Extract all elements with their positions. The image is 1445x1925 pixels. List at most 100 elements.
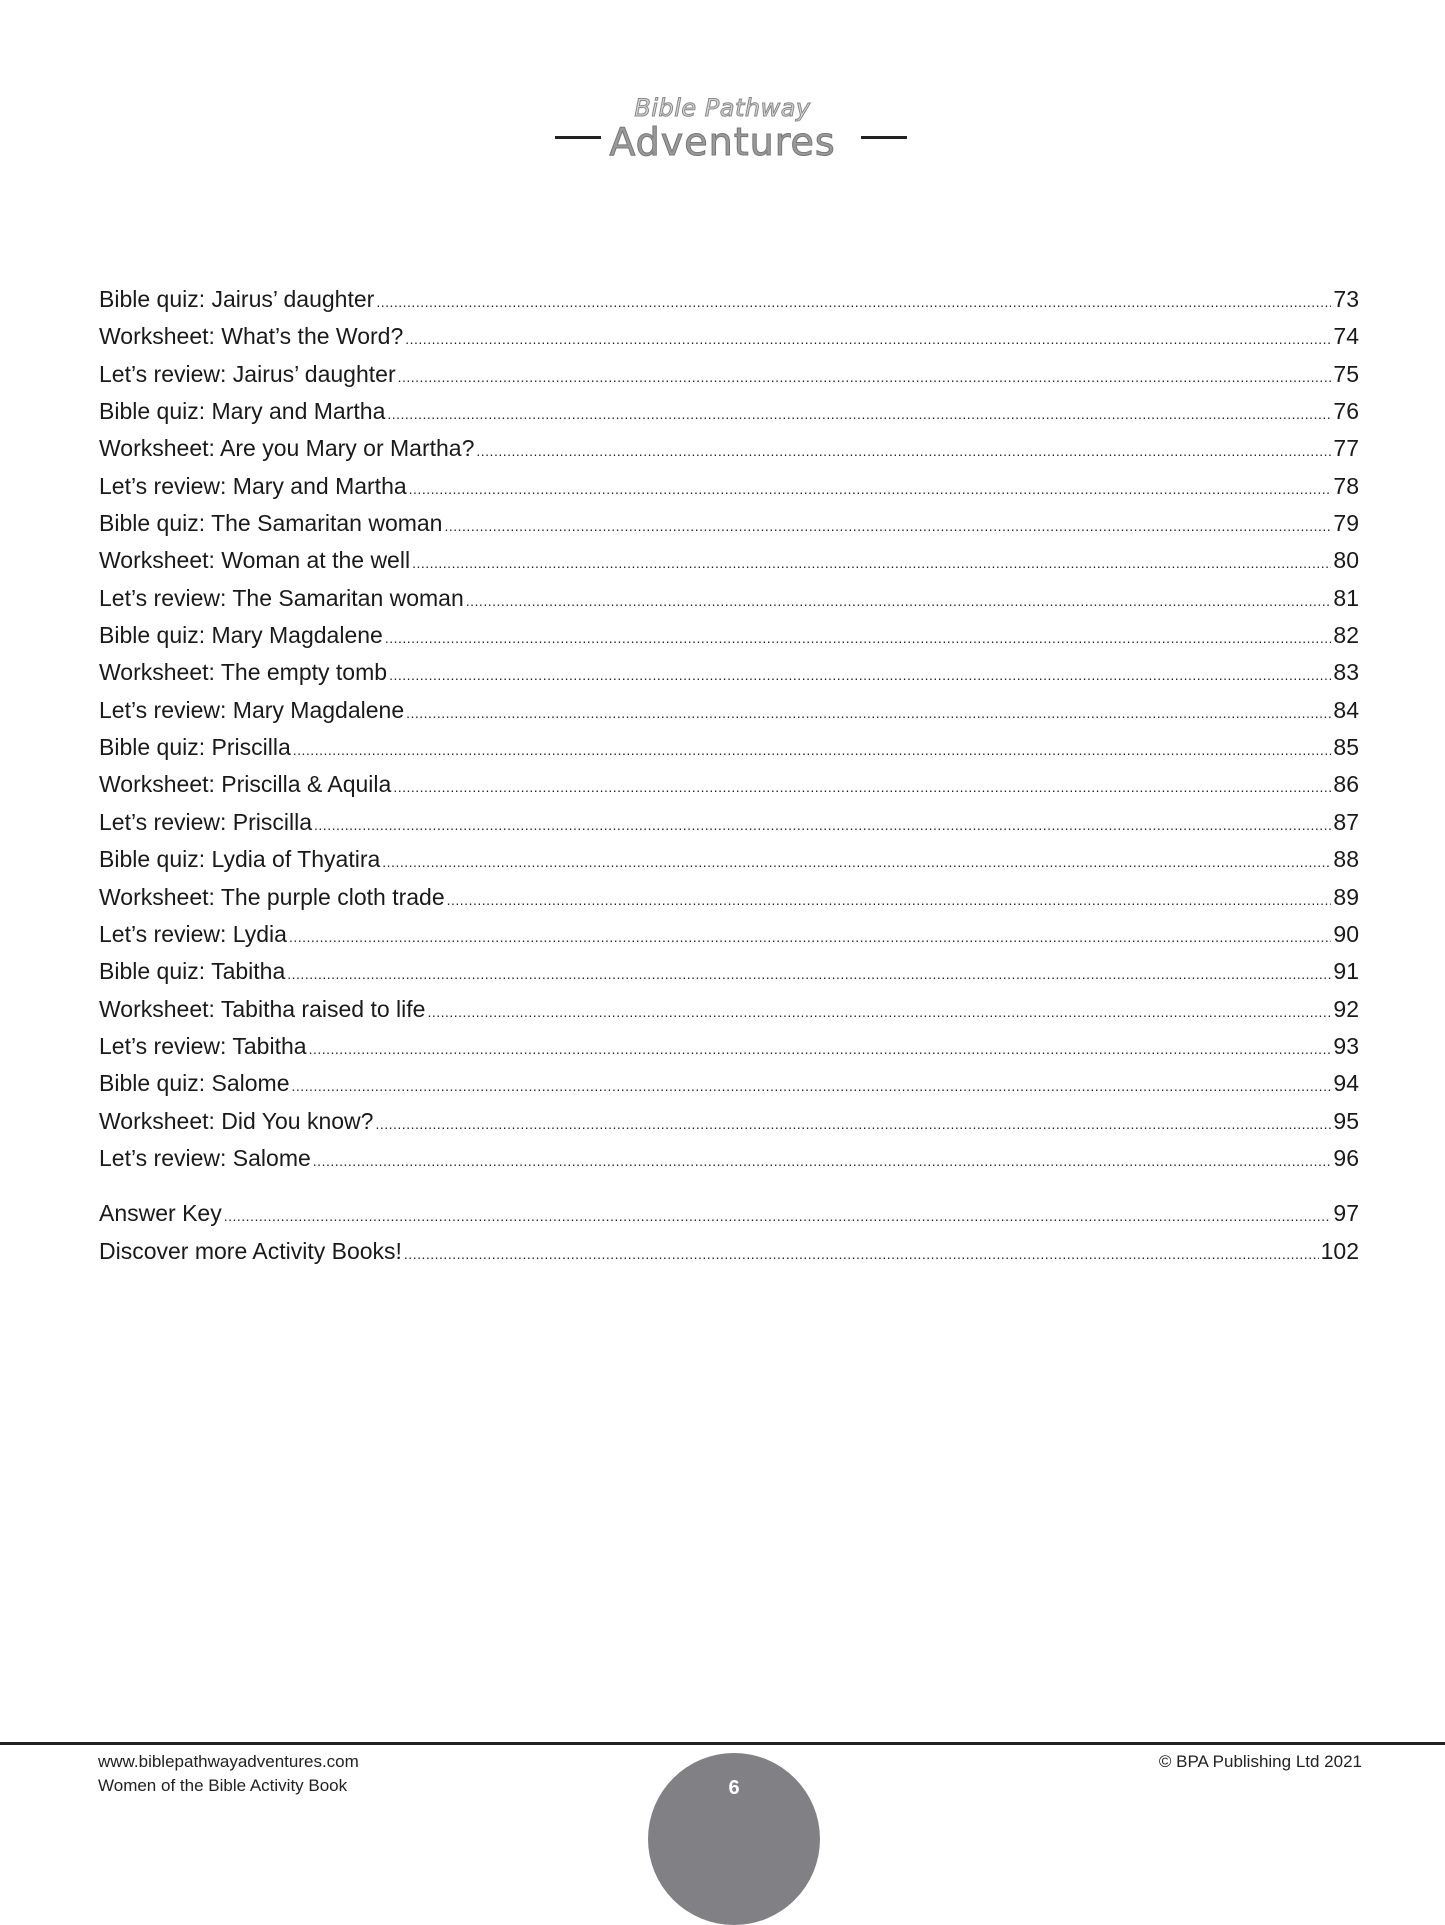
dot-leader bbox=[289, 919, 1331, 956]
dot-leader bbox=[409, 471, 1332, 508]
toc-entry-title: Worksheet: Priscilla & Aquila bbox=[99, 771, 392, 798]
toc-entry[interactable]: Worksheet: Priscilla & Aquila 86 bbox=[99, 766, 1359, 803]
dot-leader bbox=[444, 508, 1331, 545]
dot-leader bbox=[476, 433, 1331, 470]
toc-entry-title: Worksheet: Woman at the well bbox=[99, 547, 411, 574]
dot-leader bbox=[447, 882, 1332, 919]
toc-entry[interactable]: Let’s review: Salome 96 bbox=[99, 1140, 1359, 1177]
toc-entry-title: Answer Key bbox=[99, 1200, 222, 1227]
logo-line2: Adventures bbox=[609, 120, 836, 165]
toc-entry[interactable]: Let’s review: Jairus’ daughter 75 bbox=[99, 356, 1359, 393]
footer-copyright: © BPA Publishing Ltd 2021 bbox=[1158, 1752, 1362, 1771]
toc-entry-title: Let’s review: Tabitha bbox=[99, 1032, 307, 1059]
toc-entry[interactable]: Let’s review: Mary Magdalene 84 bbox=[99, 692, 1359, 729]
toc-entry-page: 85 bbox=[1333, 734, 1359, 761]
dot-leader bbox=[412, 545, 1331, 582]
toc-entry-page: 74 bbox=[1333, 323, 1359, 350]
dot-leader bbox=[405, 321, 1331, 358]
page-number-badge: 6 bbox=[648, 1753, 820, 1925]
dot-leader bbox=[385, 620, 1332, 657]
toc-entry[interactable]: Worksheet: Did You know? 95 bbox=[99, 1103, 1359, 1140]
toc-entry-page: 89 bbox=[1333, 883, 1359, 910]
toc-entry[interactable]: Worksheet: The empty tomb 83 bbox=[99, 654, 1359, 691]
toc-entry-page: 96 bbox=[1333, 1144, 1359, 1171]
logo-line1: Bible Pathway bbox=[634, 94, 811, 123]
toc-entry-page: 76 bbox=[1333, 398, 1359, 425]
logo-dash-right bbox=[861, 136, 907, 139]
toc-entry-title: Bible quiz: Mary and Martha bbox=[99, 398, 386, 425]
toc-entry-page: 82 bbox=[1333, 622, 1359, 649]
toc-entry-title: Bible quiz: Jairus’ daughter bbox=[99, 286, 375, 312]
toc-entry-title: Let’s review: Lydia bbox=[99, 920, 287, 947]
toc-entry-title: Worksheet: Are you Mary or Martha? bbox=[99, 435, 475, 462]
toc-entry[interactable]: Bible quiz: Jairus’ daughter 73 bbox=[99, 281, 1359, 318]
toc-entry[interactable]: Worksheet: Are you Mary or Martha? 77 bbox=[99, 430, 1359, 467]
toc-entry[interactable]: Bible quiz: Lydia of Thyatira 88 bbox=[99, 841, 1359, 878]
toc-entry[interactable]: Discover more Activity Books! 102 bbox=[99, 1233, 1359, 1270]
toc-entry-page: 86 bbox=[1333, 771, 1359, 798]
toc-entry[interactable]: Bible quiz: Mary and Martha 76 bbox=[99, 393, 1359, 430]
toc-entry-title: Worksheet: The empty tomb bbox=[99, 659, 388, 686]
dot-leader bbox=[375, 1106, 1331, 1143]
logo: Bible Pathway Adventures bbox=[0, 88, 1445, 178]
toc-entry-title: Let’s review: Priscilla bbox=[99, 808, 313, 835]
toc-entry[interactable]: Worksheet: The purple cloth trade 89 bbox=[99, 879, 1359, 916]
toc-entry[interactable]: Worksheet: Tabitha raised to life 92 bbox=[99, 991, 1359, 1028]
toc-entry-title: Bible quiz: Tabitha bbox=[99, 958, 286, 985]
toc-entry-title: Bible quiz: Lydia of Thyatira bbox=[99, 846, 381, 873]
toc-entry-page: 81 bbox=[1333, 584, 1359, 611]
toc-entry[interactable]: Bible quiz: Tabitha 91 bbox=[99, 953, 1359, 990]
toc-entry[interactable]: Bible quiz: The Samaritan woman 79 bbox=[99, 505, 1359, 542]
toc-entry[interactable]: Let’s review: The Samaritan woman 81 bbox=[99, 580, 1359, 617]
toc-entry-page: 83 bbox=[1333, 659, 1359, 686]
toc-entry[interactable]: Let’s review: Priscilla 87 bbox=[99, 804, 1359, 841]
dot-leader bbox=[387, 396, 1331, 433]
dot-leader bbox=[313, 1143, 1332, 1180]
dot-leader bbox=[224, 1198, 1332, 1235]
toc-entry-page: 78 bbox=[1333, 472, 1359, 499]
toc-entry-page: 102 bbox=[1320, 1237, 1359, 1264]
toc-entry[interactable]: Answer Key 97 bbox=[99, 1195, 1359, 1232]
page-number: 6 bbox=[728, 1777, 740, 1799]
toc-entry-page: 88 bbox=[1333, 846, 1359, 873]
toc-entry[interactable]: Worksheet: What’s the Word? 74 bbox=[99, 318, 1359, 355]
toc-entry-title: Let’s review: Salome bbox=[99, 1144, 311, 1171]
dot-leader bbox=[466, 583, 1332, 620]
toc-entry[interactable]: Let’s review: Lydia 90 bbox=[99, 916, 1359, 953]
toc-entry-page: 75 bbox=[1333, 360, 1359, 387]
toc-entry-page: 90 bbox=[1333, 920, 1359, 947]
toc-entry-page: 87 bbox=[1333, 808, 1359, 835]
dot-leader bbox=[309, 1031, 1332, 1068]
toc-gap bbox=[99, 1177, 1359, 1195]
table-of-contents: Bible quiz: Jairus’ daughter 73 Worksheet:… bbox=[99, 281, 1359, 1270]
toc-entry-title: Let’s review: Mary Magdalene bbox=[99, 696, 405, 723]
logo-dash-left bbox=[555, 136, 601, 139]
toc-entry[interactable]: Let’s review: Tabitha 93 bbox=[99, 1028, 1359, 1065]
toc-entry-page: 92 bbox=[1333, 995, 1359, 1022]
dot-leader bbox=[389, 657, 1331, 694]
toc-entry[interactable]: Let’s review: Mary and Martha 78 bbox=[99, 468, 1359, 505]
dot-leader bbox=[382, 844, 1331, 881]
toc-entry-page: 93 bbox=[1333, 1032, 1359, 1059]
dot-leader bbox=[376, 284, 1331, 321]
toc-entry-page: 79 bbox=[1333, 510, 1359, 537]
toc-entry[interactable]: Bible quiz: Salome 94 bbox=[99, 1065, 1359, 1102]
toc-entry[interactable]: Bible quiz: Mary Magdalene 82 bbox=[99, 617, 1359, 654]
dot-leader bbox=[393, 769, 1331, 806]
toc-entry[interactable]: Bible quiz: Priscilla 85 bbox=[99, 729, 1359, 766]
toc-entry[interactable]: Worksheet: Woman at the well 80 bbox=[99, 542, 1359, 579]
dot-leader bbox=[287, 956, 1331, 993]
toc-entry-page: 94 bbox=[1333, 1070, 1359, 1097]
footer-website: www.biblepathwayadventures.com bbox=[98, 1752, 359, 1771]
dot-leader bbox=[293, 732, 1332, 769]
toc-entry-title: Worksheet: Tabitha raised to life bbox=[99, 995, 426, 1022]
dot-leader bbox=[404, 1236, 1319, 1273]
toc-entry-title: Bible quiz: The Samaritan woman bbox=[99, 510, 443, 537]
toc-entry-page: 73 bbox=[1333, 286, 1359, 312]
dot-leader bbox=[314, 807, 1331, 844]
toc-entry-page: 84 bbox=[1333, 696, 1359, 723]
toc-entry-title: Discover more Activity Books! bbox=[99, 1237, 402, 1264]
toc-entry-title: Let’s review: The Samaritan woman bbox=[99, 584, 464, 611]
dot-leader bbox=[427, 994, 1331, 1031]
toc-entry-title: Bible quiz: Priscilla bbox=[99, 734, 291, 761]
